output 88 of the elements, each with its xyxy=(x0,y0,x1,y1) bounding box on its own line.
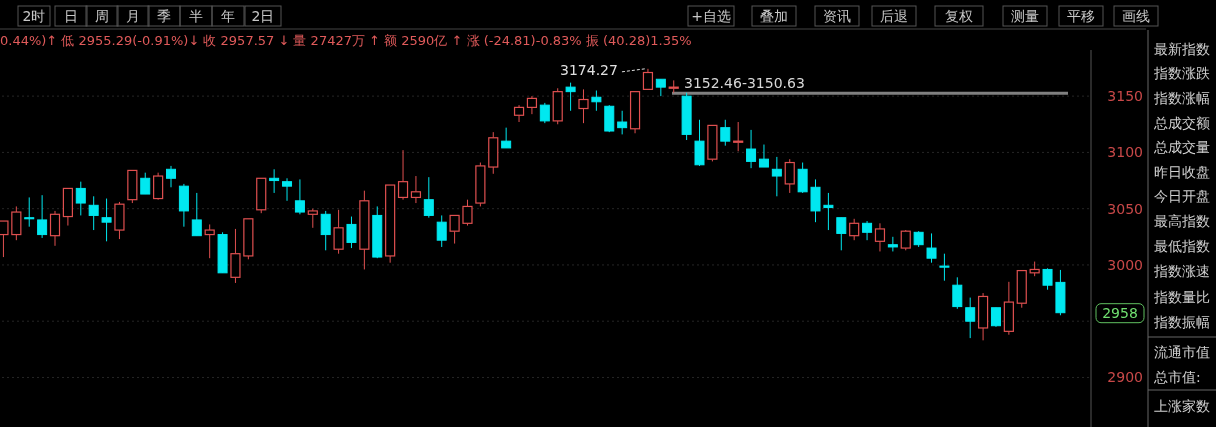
candlestick xyxy=(191,192,202,237)
candlestick xyxy=(49,210,61,247)
candlestick xyxy=(758,144,769,168)
text: +自选 xyxy=(691,8,731,24)
candlestick xyxy=(526,95,538,115)
text: 2时 xyxy=(22,8,46,24)
text: 指数量比 xyxy=(1153,289,1210,305)
candlestick xyxy=(746,129,757,169)
candlestick xyxy=(153,172,164,200)
y-tick-label: 3050 xyxy=(1107,200,1143,217)
y-tick-label: 3150 xyxy=(1107,88,1143,105)
candlestick xyxy=(75,181,86,216)
candlestick xyxy=(539,102,550,124)
y-tick-label: 2900 xyxy=(1107,369,1143,386)
candlestick xyxy=(952,276,963,310)
candlestick xyxy=(926,232,937,264)
text: 周 xyxy=(95,8,109,24)
candlestick xyxy=(977,292,989,341)
text: 指数振幅 xyxy=(1153,314,1210,330)
candlestick xyxy=(359,190,370,270)
text: 日 xyxy=(64,8,78,24)
candlestick xyxy=(591,90,602,112)
text: 月 xyxy=(126,8,140,24)
text: 最高指数 xyxy=(1154,213,1210,229)
text: 复权 xyxy=(945,8,973,24)
candlestick xyxy=(294,178,305,215)
candlestick xyxy=(166,165,177,188)
text: 总成交量 xyxy=(1153,139,1210,155)
text: 平移 xyxy=(1067,8,1095,24)
candlestick xyxy=(282,177,293,202)
text: 总市值: xyxy=(1153,369,1201,385)
candlestick xyxy=(101,198,112,242)
candlestick xyxy=(423,176,434,219)
candlestick xyxy=(887,236,898,252)
candlestick xyxy=(862,220,873,241)
candlestick xyxy=(88,195,99,231)
candlestick xyxy=(1042,267,1053,291)
text: 资讯 xyxy=(823,8,851,24)
candlestick xyxy=(694,119,705,167)
text: 今日开盘 xyxy=(1154,188,1210,204)
text: 叠加 xyxy=(760,8,788,24)
candlestick xyxy=(823,192,834,231)
candlestick xyxy=(797,162,808,194)
candlestick xyxy=(320,210,331,251)
candlestick xyxy=(513,104,525,123)
text: 最低指数 xyxy=(1154,238,1210,254)
candlestick xyxy=(501,127,512,149)
y-tick-label: 3100 xyxy=(1107,144,1143,161)
text: 昨日收盘 xyxy=(1154,164,1210,180)
ref-line-label: 3152.46-3150.63 xyxy=(684,75,805,92)
text: 指数涨幅 xyxy=(1153,90,1210,106)
candlestick xyxy=(397,149,409,201)
text: 流通市值 xyxy=(1154,344,1210,360)
text: 半 xyxy=(189,8,203,24)
y-tick-label: 3000 xyxy=(1107,256,1143,273)
text: 指数涨跌 xyxy=(1153,65,1210,81)
candlestick xyxy=(37,194,48,239)
candlestick xyxy=(578,88,589,124)
candlestick xyxy=(436,214,447,248)
text: 季 xyxy=(157,8,171,24)
text: 2958 xyxy=(1102,304,1138,321)
candlestick xyxy=(24,196,35,228)
candlestick xyxy=(990,307,1001,328)
candlestick xyxy=(810,178,821,223)
candlestick xyxy=(565,82,576,112)
candlestick xyxy=(771,156,782,197)
candlestick xyxy=(836,217,847,251)
candlestick xyxy=(346,216,357,249)
text: 2日 xyxy=(251,8,275,24)
text: 最新指数 xyxy=(1154,41,1210,57)
candlestick xyxy=(1003,281,1014,336)
candlestick xyxy=(140,172,151,195)
candlestick xyxy=(965,297,976,339)
candlestick xyxy=(410,175,422,204)
candlestick xyxy=(617,110,628,135)
annotation: 3174.27 xyxy=(560,61,618,78)
candlestick xyxy=(269,168,280,194)
candlestick xyxy=(720,119,731,147)
text: 上涨家数 xyxy=(1154,398,1210,414)
text: 画线 xyxy=(1122,8,1150,24)
text: 年 xyxy=(221,8,235,24)
text: 后退 xyxy=(880,8,908,24)
text: 总成交额 xyxy=(1153,115,1210,131)
chart-subtitle: 0.44%)↑ 低 2955.29(-0.91%)↓ 收 2957.57 ↓ 量 27427万 ↑ 额 2590亿 ↑ 涨 (-24.81)-0.83% 振 (40.28)1.35% xyxy=(0,33,692,48)
text: 指数涨速 xyxy=(1153,263,1210,279)
candlestick xyxy=(939,253,950,282)
candlestick xyxy=(874,222,886,252)
text: 测量 xyxy=(1011,8,1039,24)
